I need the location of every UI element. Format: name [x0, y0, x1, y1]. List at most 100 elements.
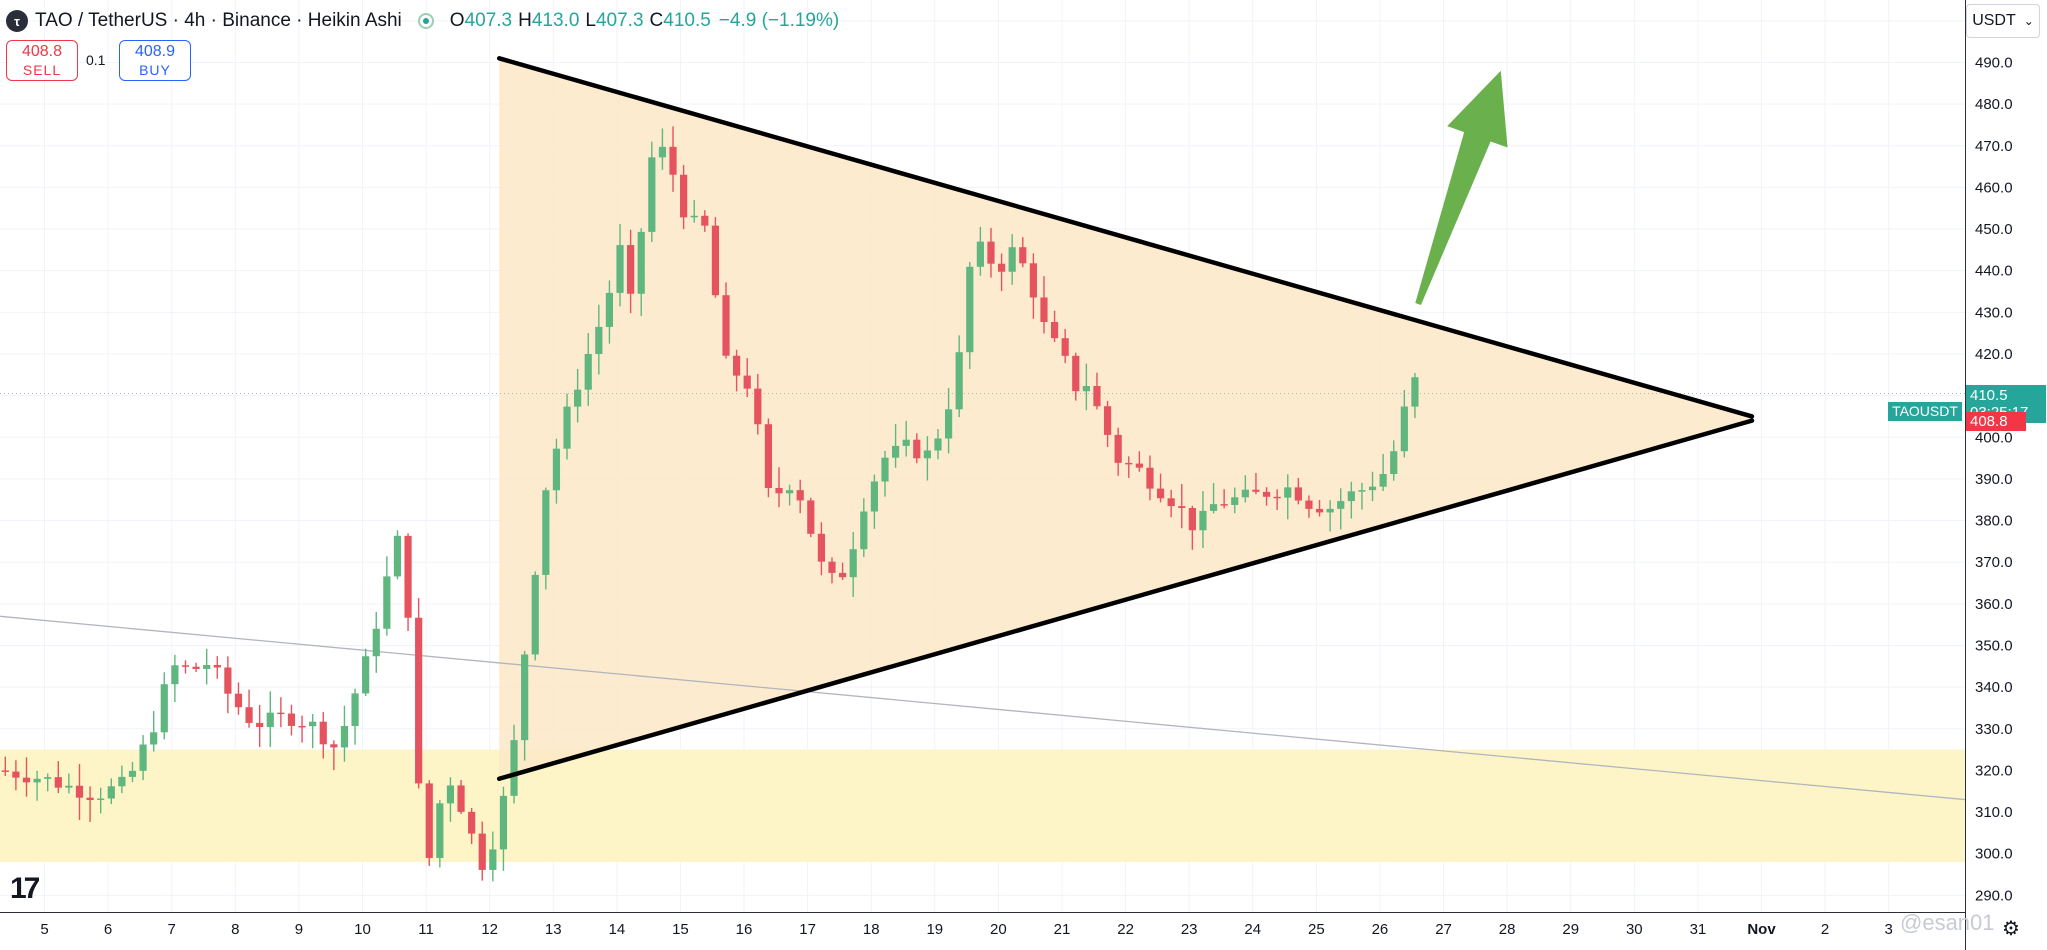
triangle-lower-line [496, 418, 1755, 781]
x-tick-label: 8 [231, 921, 239, 938]
ohlc-open-key: O [449, 10, 465, 31]
candle-body [351, 693, 359, 727]
candle-body [542, 490, 550, 575]
y-tick-label: 310.0 [1975, 804, 2013, 821]
candle-body [489, 849, 497, 870]
candle-body [1103, 406, 1112, 435]
candle-body [160, 684, 168, 733]
candle-body [1305, 500, 1313, 509]
candle-body [12, 771, 20, 778]
candle-body [1284, 487, 1292, 498]
candle-body [849, 549, 857, 578]
sell-label: SELL [22, 62, 62, 78]
y-tick-label: 370.0 [1975, 554, 2013, 571]
candle-body [298, 725, 306, 728]
y-tick-label: 300.0 [1975, 846, 2013, 863]
candle-body [934, 438, 942, 451]
candle-body [1368, 486, 1377, 491]
candle-body [595, 326, 603, 354]
candle-body [1262, 491, 1271, 497]
candle-body [65, 785, 73, 788]
candle-body [584, 353, 592, 390]
candle-body [1294, 487, 1302, 501]
ohlc-close-key: C [649, 10, 664, 31]
candle-body [319, 721, 327, 745]
candle-body [828, 561, 836, 573]
candle-body [224, 667, 232, 694]
candles-group [1, 126, 1419, 882]
candle-body [1209, 504, 1218, 511]
candle-body [1019, 247, 1027, 264]
buy-label: BUY [139, 62, 171, 78]
candle-body [648, 157, 656, 232]
y-tick-label: 390.0 [1975, 471, 2013, 488]
x-tick-label: 31 [1690, 921, 1707, 938]
candle-body [234, 693, 243, 708]
triangle-fill [499, 58, 1752, 779]
visibility-eye-icon[interactable] [417, 13, 434, 29]
tradingview-logo-icon: 17 [10, 872, 40, 905]
x-tick-label: 2 [1821, 921, 1829, 938]
candle-body [1114, 434, 1122, 463]
candle-body [881, 457, 889, 482]
x-tick-label: 15 [672, 921, 689, 938]
candle-body [1252, 489, 1260, 492]
ohlc-low-key: L [585, 10, 596, 31]
order-quantity[interactable]: 0.1 [86, 52, 106, 68]
candle-body [838, 572, 847, 578]
x-tick-label: 22 [1117, 921, 1134, 938]
candle-body [637, 231, 645, 294]
currency-selector[interactable]: USDT ⌄ [1966, 4, 2040, 38]
candle-body [446, 785, 455, 804]
x-tick-label: 27 [1435, 921, 1452, 938]
candle-body [393, 535, 402, 577]
x-tick-label: 7 [168, 921, 176, 938]
candle-body [266, 712, 274, 728]
x-tick-label: 9 [295, 921, 303, 938]
candle-body [171, 665, 179, 685]
buy-button[interactable]: 408.9 BUY [119, 40, 191, 81]
x-tick-label: 6 [104, 921, 112, 938]
candle-body [1379, 474, 1387, 487]
candle-body [669, 146, 677, 175]
candle-body [33, 778, 41, 783]
candle-body [955, 352, 963, 410]
y-tick-label: 430.0 [1975, 304, 2013, 321]
x-tick-label: 3 [1885, 921, 1893, 938]
candle-body [372, 628, 380, 657]
candle-body [245, 707, 253, 723]
candle-body [997, 263, 1006, 272]
chart-settings-gear-icon[interactable]: ⚙ [2002, 918, 2020, 940]
candle-body [616, 245, 624, 293]
candle-body [1315, 508, 1324, 513]
candle-body [1199, 510, 1207, 531]
candle-body [521, 654, 529, 741]
candle-body [944, 409, 953, 439]
sell-button[interactable]: 408.8 SELL [6, 40, 78, 81]
y-tick-label: 460.0 [1975, 179, 2013, 196]
candle-body [287, 713, 296, 726]
symbol-title[interactable]: TAO / TetherUS · 4h · Binance · Heikin A… [35, 10, 402, 31]
candle-body [701, 215, 709, 226]
candle-body [754, 388, 762, 425]
candle-body [1358, 490, 1366, 492]
candle-body [902, 439, 910, 446]
candle-body [1390, 451, 1398, 475]
candle-body [817, 533, 825, 562]
y-tick-label: 450.0 [1975, 221, 2013, 238]
x-tick-label: 16 [736, 921, 753, 938]
candle-body [478, 833, 486, 870]
candle-body [86, 797, 94, 800]
candle-body [711, 225, 720, 296]
tao-logo-icon: τ [6, 10, 28, 32]
x-tick-label: 21 [1054, 921, 1071, 938]
candle-body [75, 785, 84, 798]
x-tick-label: 12 [481, 921, 498, 938]
ohlc-high-value: 413.0 [531, 10, 580, 31]
candle-body [976, 241, 984, 267]
candle-body [1008, 247, 1016, 272]
candle-body [1061, 338, 1069, 356]
x-tick-label: 24 [1244, 921, 1261, 938]
